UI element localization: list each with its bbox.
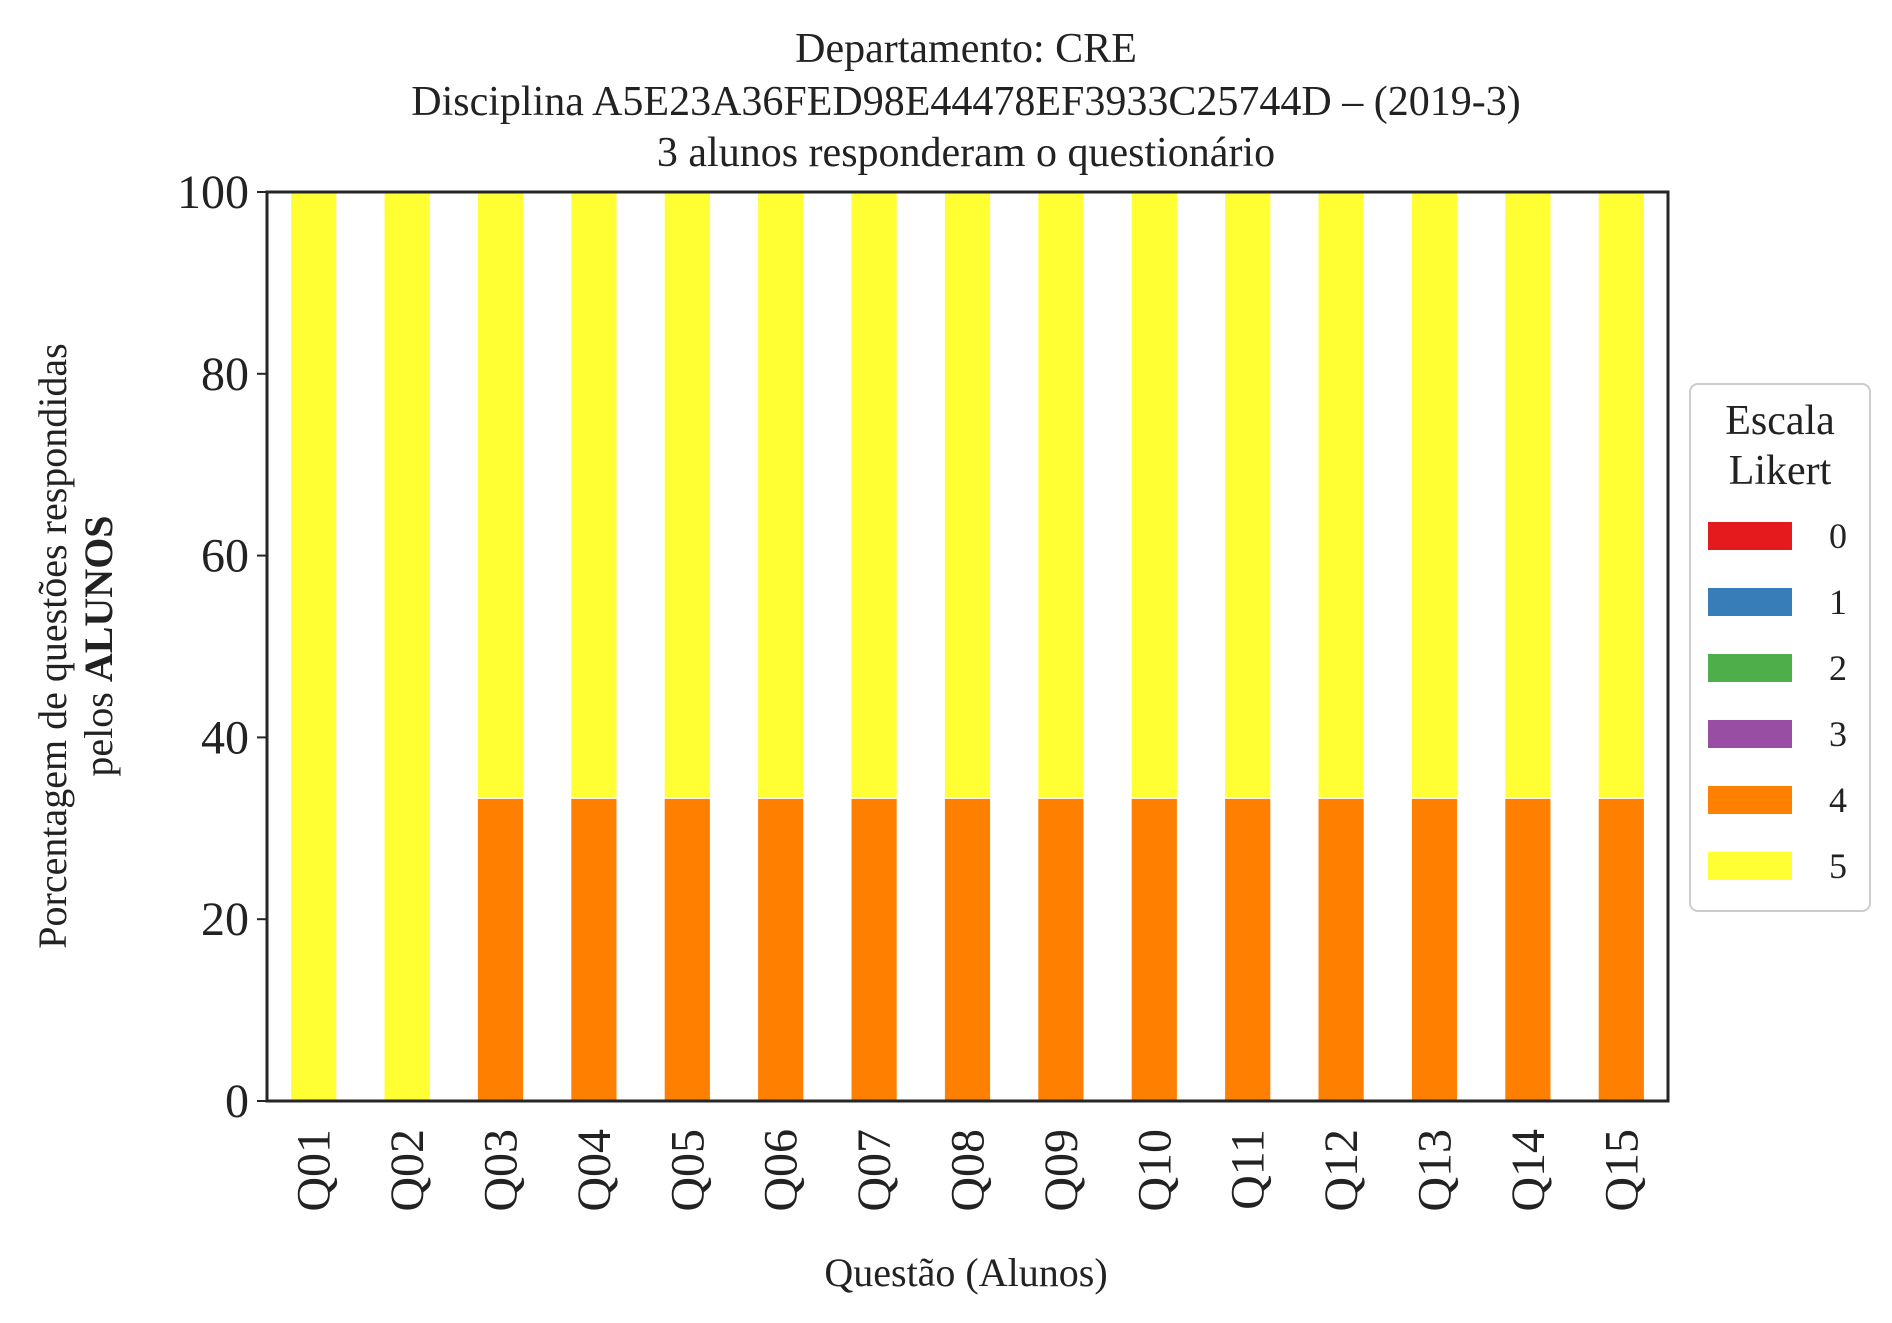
bar-Q15-level-4 [1597, 797, 1646, 1102]
bar-Q11-level-5 [1223, 191, 1272, 799]
bar-Q09-level-4 [1036, 797, 1086, 1102]
y-axis-label-bold: ALUNOS [76, 515, 121, 682]
bar-Q03-level-5 [476, 191, 525, 799]
legend-entries: 0 1 2 3 4 5 [1708, 516, 1847, 886]
legend: Escala Likert 0 1 2 3 4 5 [1689, 383, 1871, 912]
legend-label-3: 3 [1829, 714, 1847, 754]
y-tick-label-60: 60 [201, 530, 249, 583]
svg-text:Porcentagem de questões respon: Porcentagem de questões respondidas [30, 343, 75, 948]
bar-Q07-level-4 [850, 797, 899, 1102]
title-line-1: Departamento: CRE [795, 26, 1137, 72]
bar-Q08-level-5 [943, 191, 992, 799]
bar-Q05-level-5 [663, 191, 712, 799]
x-tick-label-Q14: Q14 [1502, 1129, 1555, 1212]
legend-label-1: 1 [1829, 582, 1847, 622]
x-tick-label-Q09: Q09 [1035, 1129, 1088, 1212]
x-tick-label-Q04: Q04 [568, 1129, 621, 1212]
legend-label-4: 4 [1829, 780, 1847, 820]
bar-Q02-level-5 [383, 191, 432, 1102]
legend-frame [1689, 383, 1871, 912]
bar-Q10-level-4 [1130, 797, 1179, 1102]
bar-Q13-level-4 [1410, 797, 1459, 1102]
bar-Q14-level-5 [1503, 191, 1553, 799]
y-tick-label-100: 100 [177, 166, 249, 219]
legend-label-2: 2 [1829, 648, 1847, 688]
chart-title: Departamento: CRE Disciplina A5E23A36FED… [411, 26, 1520, 176]
x-tick-label-Q15: Q15 [1595, 1129, 1648, 1212]
bar-Q14-level-4 [1503, 797, 1553, 1102]
x-axis-ticks: Q01 Q02 Q03 Q04 Q05 Q06 Q07 Q08 Q09 Q10 Q11 Q12 Q13 Q… [288, 1129, 1649, 1212]
bar-Q12-level-4 [1317, 797, 1366, 1102]
legend-swatch-1 [1708, 588, 1792, 616]
legend-label-5: 5 [1829, 846, 1847, 886]
bar-Q06-level-4 [756, 797, 805, 1102]
bar-Q11-level-4 [1223, 797, 1272, 1102]
y-axis-label-prefix: pelos [76, 682, 121, 776]
legend-swatch-2 [1708, 654, 1792, 682]
x-tick-label-Q11: Q11 [1222, 1129, 1275, 1210]
legend-swatch-4 [1708, 786, 1792, 814]
bar-Q13-level-5 [1410, 191, 1459, 799]
x-tick-label-Q13: Q13 [1409, 1129, 1462, 1212]
bar-Q04-level-4 [569, 797, 618, 1102]
bar-Q07-level-5 [850, 191, 899, 799]
bars-layer [289, 191, 1646, 1102]
legend-label-0: 0 [1829, 516, 1847, 556]
y-tick-label-80: 80 [201, 348, 249, 401]
x-tick-label-Q07: Q07 [848, 1129, 901, 1212]
legend-swatch-3 [1708, 720, 1792, 748]
y-tick-label-20: 20 [201, 893, 249, 946]
svg-text:pelos ALUNOS: pelos ALUNOS [76, 515, 121, 776]
bar-Q01-level-5 [289, 191, 338, 1102]
x-tick-label-Q05: Q05 [661, 1129, 714, 1212]
y-axis-label: Porcentagem de questões respondidas pelo… [30, 343, 121, 948]
legend-title-line-1: Escala [1725, 398, 1835, 444]
x-tick-label-Q02: Q02 [381, 1129, 434, 1212]
y-tick-label-40: 40 [201, 711, 249, 764]
x-tick-label-Q03: Q03 [475, 1129, 528, 1212]
bar-Q10-level-5 [1130, 191, 1179, 799]
legend-swatch-5 [1708, 852, 1792, 880]
x-tick-label-Q12: Q12 [1315, 1129, 1368, 1212]
bar-Q06-level-5 [756, 191, 805, 799]
y-axis-ticks: 0 20 40 60 80 100 [177, 166, 267, 1128]
bar-Q12-level-5 [1317, 191, 1366, 799]
x-tick-label-Q08: Q08 [942, 1129, 995, 1212]
plot-area-frame [265, 190, 1670, 1103]
bar-Q08-level-4 [943, 797, 992, 1102]
legend-title-line-2: Likert [1729, 448, 1832, 494]
y-axis-label-line-1: Porcentagem de questões respondidas [30, 343, 75, 948]
bar-Q15-level-5 [1597, 191, 1646, 799]
y-tick-label-0: 0 [225, 1075, 249, 1128]
legend-swatch-0 [1708, 522, 1792, 550]
bar-Q05-level-4 [663, 797, 712, 1102]
x-tick-label-Q10: Q10 [1128, 1129, 1181, 1212]
bar-Q09-level-5 [1036, 191, 1086, 799]
bar-Q04-level-5 [569, 191, 618, 799]
title-line-3: 3 alunos responderam o questionário [657, 130, 1275, 176]
x-tick-label-Q06: Q06 [755, 1129, 808, 1212]
title-line-2: Disciplina A5E23A36FED98E44478EF3933C257… [411, 79, 1520, 125]
bar-Q03-level-4 [476, 797, 525, 1102]
x-tick-label-Q01: Q01 [288, 1129, 341, 1212]
x-axis-label: Questão (Alunos) [824, 1250, 1107, 1295]
